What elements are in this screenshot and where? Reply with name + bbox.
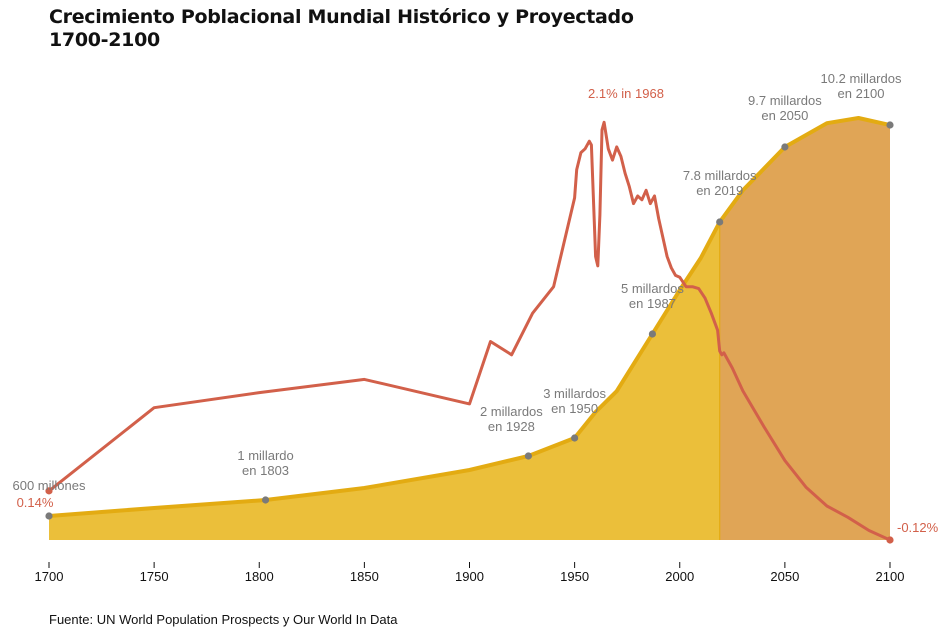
population-marker xyxy=(886,121,894,129)
marker-label: 1 millardo xyxy=(237,448,293,463)
population-marker xyxy=(571,434,579,442)
marker-label-year: en 1803 xyxy=(242,463,289,478)
marker-label: 3 millardos xyxy=(543,386,606,401)
population-marker xyxy=(716,218,724,226)
x-tick-label: 1950 xyxy=(560,569,589,584)
population-marker xyxy=(45,512,53,520)
marker-label: 5 millardos xyxy=(621,281,684,296)
rate-annotation: 0.14% xyxy=(17,495,54,510)
projected-area xyxy=(719,118,890,540)
x-tick-label: 1800 xyxy=(245,569,274,584)
marker-layer xyxy=(45,121,894,544)
rate-annotation: -0.12% xyxy=(897,520,939,535)
line-layer xyxy=(48,116,891,542)
x-tick-label: 1900 xyxy=(455,569,484,584)
marker-label: 2 millardos xyxy=(480,404,543,419)
marker-label: 7.8 millardos xyxy=(683,168,757,183)
chart-title: Crecimiento Poblacional Mundial Históric… xyxy=(49,6,634,52)
marker-label-year: en 1950 xyxy=(551,401,598,416)
marker-label-year: en 1928 xyxy=(488,419,535,434)
growth-rate-line xyxy=(48,120,891,542)
area-layer xyxy=(49,118,890,540)
population-marker xyxy=(524,452,532,460)
historical-area xyxy=(49,222,720,540)
marker-label-year: en 2050 xyxy=(761,108,808,123)
x-tick-label: 2100 xyxy=(876,569,905,584)
x-tick-label: 1700 xyxy=(35,569,64,584)
population-line xyxy=(48,116,891,518)
chart-title-main: Crecimiento Poblacional Mundial Históric… xyxy=(49,6,634,28)
population-marker xyxy=(261,496,270,504)
x-tick-label: 1750 xyxy=(140,569,169,584)
source-note: Fuente: UN World Population Prospects y … xyxy=(49,612,398,627)
rate-annotation: 2.1% in 1968 xyxy=(588,86,664,101)
rate-marker-start xyxy=(45,487,53,495)
population-marker xyxy=(781,143,789,151)
x-tick-label: 1850 xyxy=(350,569,379,584)
marker-label: 10.2 millardos xyxy=(821,71,902,86)
chart-subtitle: 1700-2100 xyxy=(49,29,160,51)
marker-label-year: en 2019 xyxy=(696,183,743,198)
rate-marker-end xyxy=(886,536,894,544)
population-marker xyxy=(648,330,657,338)
marker-label-year: en 2100 xyxy=(838,86,885,101)
x-tick-label: 2000 xyxy=(665,569,694,584)
marker-label: 9.7 millardos xyxy=(748,93,822,108)
marker-label-year: en 1987 xyxy=(629,296,676,311)
x-tick-label: 2050 xyxy=(770,569,799,584)
x-axis: 1700 1750 1800 1850 1900 1950 2000 2050 2100 xyxy=(35,562,905,584)
marker-label: 600 millones xyxy=(13,478,86,493)
